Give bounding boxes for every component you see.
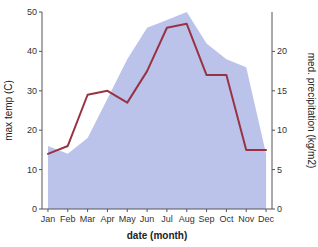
- y2-tick: [272, 51, 275, 52]
- x-tick: [206, 209, 207, 212]
- x-tick: [67, 209, 68, 212]
- line: [48, 24, 266, 154]
- x-tick-label: Aug: [179, 214, 195, 224]
- y-tick: [39, 51, 42, 52]
- x-tick: [107, 209, 108, 212]
- x-tick-label: May: [119, 214, 137, 224]
- x-tick-label: Jan: [41, 214, 56, 224]
- y2-axis-line: [272, 12, 273, 209]
- y-axis-line: [42, 12, 43, 209]
- x-tick: [127, 209, 128, 212]
- x-tick: [266, 209, 267, 212]
- x-tick-label: Nov: [238, 214, 255, 224]
- y-tick-label: 0: [32, 204, 37, 214]
- y-tick: [39, 90, 42, 91]
- x-tick: [87, 209, 88, 212]
- y-tick-label: 40: [27, 46, 37, 56]
- x-tick-label: Apr: [100, 214, 114, 224]
- x-tick-label: Mar: [80, 214, 96, 224]
- y-tick-label: 10: [27, 165, 37, 175]
- y2-tick-label: 20: [277, 46, 287, 56]
- y2-tick: [272, 169, 275, 170]
- plot-area: [48, 12, 266, 209]
- y-tick-label: 50: [27, 7, 37, 17]
- y2-tick: [272, 130, 275, 131]
- y-tick-label: 20: [27, 125, 37, 135]
- x-tick-label: Oct: [219, 214, 234, 224]
- y2-tick: [272, 209, 275, 210]
- x-tick: [47, 209, 48, 212]
- y2-axis-label: med. precipitation (kg/m2): [306, 53, 317, 169]
- chart-container: JanFebMarAprMayJunJulAugSepOctNovDec0102…: [0, 0, 318, 247]
- x-axis-label: date (month): [127, 230, 188, 241]
- y2-tick-label: 5: [277, 165, 282, 175]
- y-tick: [39, 209, 42, 210]
- x-tick-label: Sep: [199, 214, 215, 224]
- y2-tick-label: 10: [277, 125, 287, 135]
- x-tick: [246, 209, 247, 212]
- y-tick: [39, 12, 42, 13]
- x-tick: [166, 209, 167, 212]
- x-tick: [186, 209, 187, 212]
- y-tick-label: 30: [27, 86, 37, 96]
- y2-tick-label: 15: [277, 86, 287, 96]
- x-tick: [226, 209, 227, 212]
- y2-tick: [272, 90, 275, 91]
- x-tick-label: Jul: [161, 214, 173, 224]
- y-axis-label: max temp (C): [3, 80, 14, 141]
- x-tick-label: Jun: [140, 214, 155, 224]
- y-tick: [39, 130, 42, 131]
- x-tick-label: Dec: [258, 214, 275, 224]
- x-tick: [147, 209, 148, 212]
- y-tick: [39, 169, 42, 170]
- y2-tick-label: 0: [277, 204, 282, 214]
- x-tick-label: Feb: [60, 214, 76, 224]
- x-axis-line: [42, 209, 272, 210]
- area: [48, 12, 266, 209]
- chart: JanFebMarAprMayJunJulAugSepOctNovDec0102…: [0, 0, 318, 247]
